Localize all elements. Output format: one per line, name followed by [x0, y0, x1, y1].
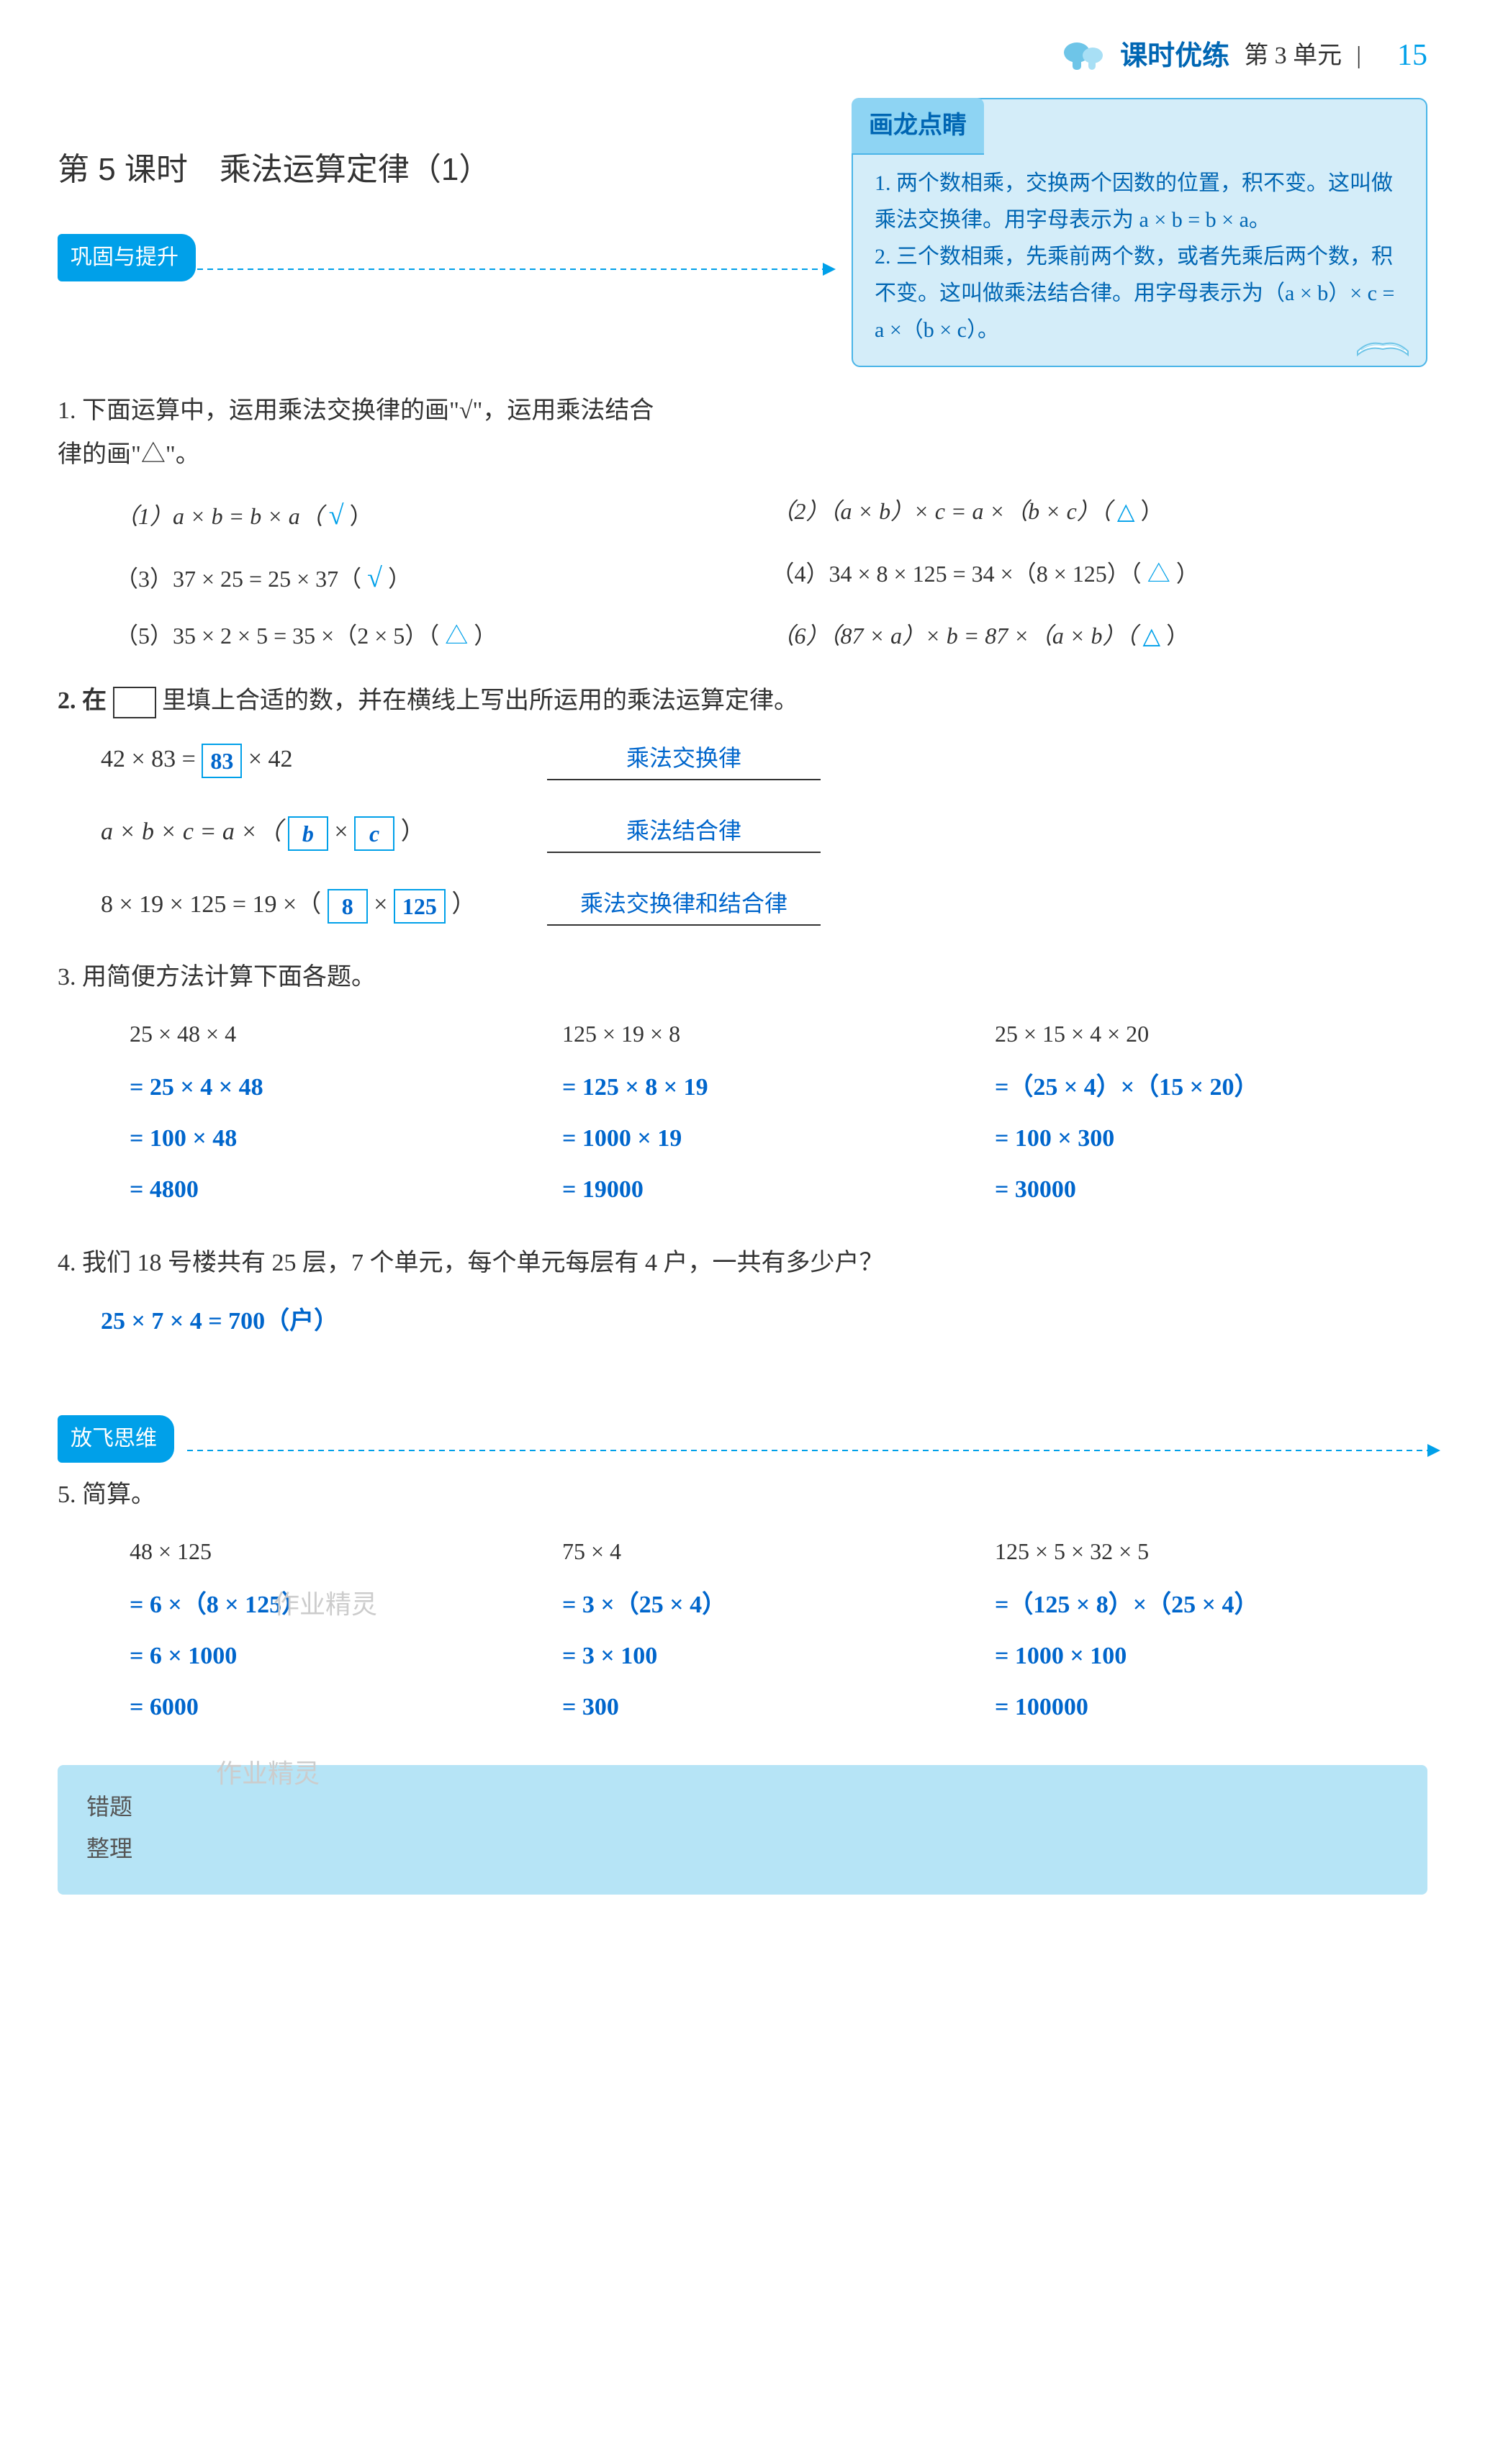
q1-item-1: （1）a × b = b × a（ √ ）	[115, 491, 772, 540]
q1-item-5: （5）35 × 2 × 5 = 35 ×（2 × 5）（ △ ）	[115, 615, 772, 657]
book-icon	[1354, 322, 1412, 358]
badge-arrow-1	[187, 268, 823, 270]
q4-answer: 25 × 7 × 4 = 700（户）	[101, 1299, 1427, 1343]
q5-col-1: 48 × 125 = 6 ×（8 × 125） 作业精灵 = 6 × 1000 …	[130, 1531, 562, 1736]
q1-stem: 1. 下面运算中，运用乘法交换律的画"√"，运用乘法结合律的画"△"。	[58, 389, 669, 477]
q1-item-6: （6）（87 × a）× b = 87 ×（a × b）（ △ ）	[772, 615, 1428, 657]
bottom-label-2: 整理	[86, 1828, 1399, 1870]
error-review-box: 作业精灵 错题 整理	[58, 1765, 1427, 1895]
question-4: 4. 我们 18 号楼共有 25 层，7 个单元，每个单元每层有 4 户，一共有…	[58, 1241, 1427, 1343]
q1-item-4: （4）34 × 8 × 125 = 34 ×（8 × 125）（ △ ）	[772, 554, 1428, 603]
badge-arrow-2	[187, 1450, 1427, 1451]
q2-row-1: 42 × 83 = 83 × 42 乘法交换律	[101, 737, 1427, 781]
lesson-title: 第 5 课时 乘法运算定律（1）	[58, 141, 823, 198]
mushroom-icon	[1062, 38, 1106, 74]
q3-col-3: 25 × 15 × 4 × 20 =（25 × 4）×（15 × 20） = 1…	[995, 1014, 1427, 1219]
q2-row-3: 8 × 19 × 125 = 19 ×（ 8 × 125 ） 乘法交换律和结合律	[101, 883, 1427, 926]
question-5: 5. 简算。 48 × 125 = 6 ×（8 × 125） 作业精灵 = 6 …	[58, 1473, 1427, 1736]
section-badge-2: 放飞思维	[58, 1415, 174, 1463]
page-header: 课时优练 第 3 单元 | 15	[58, 29, 1427, 84]
series-title: 课时优练	[1120, 32, 1229, 81]
q5-col-2: 75 × 4 = 3 ×（25 × 4） = 3 × 100 = 300	[562, 1531, 995, 1736]
sep: |	[1356, 34, 1361, 78]
bottom-label-1: 错题	[86, 1787, 1399, 1828]
tip-title: 画龙点睛	[852, 98, 984, 155]
q4-stem: 4. 我们 18 号楼共有 25 层，7 个单元，每个单元每层有 4 户，一共有…	[58, 1241, 1427, 1285]
question-1: 1. 下面运算中，运用乘法交换律的画"√"，运用乘法结合律的画"△"。 （1）a…	[58, 389, 1427, 657]
q3-col-2: 125 × 19 × 8 = 125 × 8 × 19 = 1000 × 19 …	[562, 1014, 995, 1219]
empty-box-icon	[113, 687, 156, 718]
section-1: 巩固与提升	[58, 234, 823, 270]
question-2: 2. 在 里填上合适的数，并在横线上写出所运用的乘法运算定律。 42 × 83 …	[58, 679, 1427, 927]
q1-item-2: （2）（a × b）× c = a ×（b × c）（ △ ）	[772, 491, 1428, 540]
tip-box: 画龙点睛 1. 两个数相乘，交换两个因数的位置，积不变。这叫做乘法交换律。用字母…	[852, 98, 1427, 367]
q5-stem: 5. 简算。	[58, 1473, 1427, 1517]
tip-p2: 2. 三个数相乘，先乘前两个数，或者先乘后两个数，积不变。这叫做乘法结合律。用字…	[875, 238, 1404, 348]
section-badge-1: 巩固与提升	[58, 234, 196, 281]
q3-stem: 3. 用简便方法计算下面各题。	[58, 955, 1427, 999]
question-3: 3. 用简便方法计算下面各题。 25 × 48 × 4 = 25 × 4 × 4…	[58, 955, 1427, 1219]
q2-row-2: a × b × c = a ×（ b × c ） 乘法结合律	[101, 810, 1427, 854]
section-2: 放飞思维	[58, 1415, 1427, 1451]
q5-col-3: 125 × 5 × 32 × 5 =（125 × 8）×（25 × 4） = 1…	[995, 1531, 1427, 1736]
q1-item-3: （3）37 × 25 = 25 × 37（ √ ）	[115, 554, 772, 603]
top-section: 第 5 课时 乘法运算定律（1） 巩固与提升 画龙点睛 1. 两个数相乘，交换两…	[58, 98, 1427, 367]
unit-label: 第 3 单元	[1244, 34, 1342, 78]
page-number: 15	[1397, 29, 1427, 84]
tip-p1: 1. 两个数相乘，交换两个因数的位置，积不变。这叫做乘法交换律。用字母表示为 a…	[875, 165, 1404, 238]
q2-stem: 2. 在 里填上合适的数，并在横线上写出所运用的乘法运算定律。	[58, 679, 1427, 723]
q3-col-1: 25 × 48 × 4 = 25 × 4 × 48 = 100 × 48 = 4…	[130, 1014, 562, 1219]
